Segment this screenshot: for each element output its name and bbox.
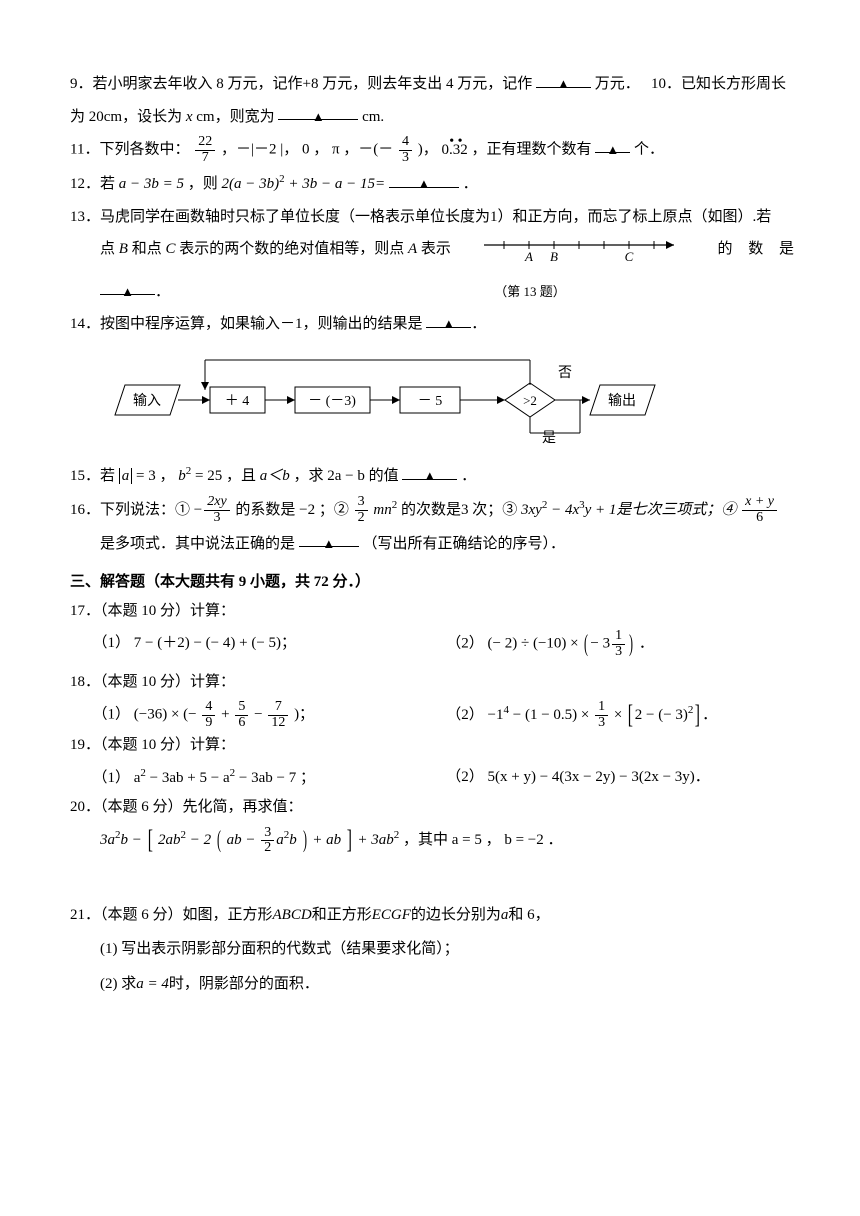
blank-16[interactable]: ▲ (299, 530, 359, 548)
svg-text:输出: 输出 (608, 393, 636, 409)
q10-e: cm，则宽为 (196, 109, 274, 125)
q12-a: 12．若 (70, 176, 115, 192)
q17-part1: （1） 7 − (＋2) − (− 4) + (− 5)； (70, 629, 446, 659)
question-12: 12．若 a − 3b = 5 ，则 2(a − 3b)2 + 3b − a −… (70, 169, 800, 199)
q11-t2: ，－|－2 |， 0 ， π ，－(－ (221, 142, 393, 158)
svg-text:－ (－3): － (－3) (308, 394, 356, 409)
svg-text:是: 是 (542, 431, 556, 445)
number-line-svg: A B C (479, 235, 689, 263)
section-3-heading: 三、解答题（本大题共有 9 小题，共 72 分．） (70, 568, 800, 597)
fig13-caption: （第 13 题） (494, 284, 566, 299)
svg-text:－ 5: － 5 (418, 394, 443, 409)
q19-parts: （1） a2 − 3ab + 5 − a2 − 3ab − 7 ； （2） 5(… (70, 763, 800, 793)
frac-22-7: 227 (195, 135, 215, 165)
q9-text-b: 万元． (595, 76, 640, 92)
q21-head: 21．（本题 6 分）如图，正方形ABCD和正方形ECGF的边长分别为a和 6， (70, 901, 800, 930)
question-13-line3: ▲． （第 13 题） (70, 278, 800, 307)
svg-text:C: C (625, 249, 634, 263)
flowchart: 输入 ＋ 4 － (－3) － 5 >2 否 是 输出 (110, 345, 800, 456)
svg-text:B: B (550, 249, 558, 263)
question-13-line2: 点 B 和点 C 表示的两个数的绝对值相等，则点 A 表示 A B C (70, 235, 800, 274)
q20-expr: 3a2b − [ 2ab2 − 2 ( ab − 32a2b ) + ab ] … (70, 825, 800, 856)
q20-head: 20．（本题 6 分）先化简，再求值： (70, 793, 800, 822)
question-16: 16．下列说法：① −2xy3 的系数是 −2 ；② 32 mn2 的次数是3 … (70, 495, 800, 526)
q12-expr: 2(a − 3b) (222, 176, 280, 192)
q21-p2: (2) 求a = 4时，阴影部分的面积． (70, 970, 800, 999)
q18-parts: （1） (−36) × (− 49 + 56 − 712 )； （2） −14 … (70, 700, 800, 731)
question-13: 13．马虎同学在画数轴时只标了单位长度（一格表示单位长度为1）和正方向，而忘了标… (70, 203, 800, 232)
question-10-cont: 为 20cm，设长为 x cm，则宽为 ▲ cm. (70, 103, 800, 132)
q19-head: 19．（本题 10 分）计算： (70, 731, 800, 760)
q10-d: 为 20cm，设长为 (70, 109, 182, 125)
blank-15[interactable]: ▲ (402, 462, 457, 480)
q18-part2: （2） −14 − (1 − 0.5) × 13 × [2 − (− 3)2]． (446, 700, 800, 731)
frac-xy-6: x + y6 (742, 495, 777, 525)
question-9-10: 9．若小明家去年收入 8 万元，记作+8 万元，则去年支出 4 万元，记作 ▲ … (70, 70, 800, 99)
q11-lead: 11．下列各数中： (70, 142, 189, 158)
q12-eq1: a − 3b = 5 (119, 176, 184, 192)
question-16-line2: 是多项式．其中说法正确的是 ▲ （写出所有正确结论的序号）． (70, 530, 800, 559)
question-14: 14．按图中程序运算，如果输入－1，则输出的结果是 ▲． (70, 310, 800, 339)
blank-14[interactable]: ▲ (426, 310, 471, 328)
q17-parts: （1） 7 − (＋2) − (− 4) + (− 5)； （2） (− 2) … (70, 629, 800, 659)
q17-part2: （2） (− 2) ÷ (−10) × (− 313) ． (446, 629, 800, 659)
q13-line1: 13．马虎同学在画数轴时只标了单位长度（一格表示单位长度为1）和正方向，而忘了标… (70, 209, 771, 225)
question-11: 11．下列各数中： 227 ，－|－2 |， 0 ， π ，－(－ 43 )， … (70, 135, 800, 165)
q11-unit: 个． (634, 142, 664, 158)
q19-part1: （1） a2 − 3ab + 5 − a2 − 3ab − 7 ； (70, 763, 446, 793)
q10-lead: 10．已知长方形周长 (651, 76, 786, 92)
blank-12[interactable]: ▲ (389, 170, 459, 188)
abs-a: a (119, 468, 133, 484)
q10-f: cm. (362, 109, 384, 125)
svg-text:A: A (524, 249, 533, 263)
q11-t3: )， (418, 142, 438, 158)
number-line-figure: A B C (479, 235, 689, 274)
frac-3-2: 32 (355, 495, 368, 525)
q14-text: 14．按图中程序运算，如果输入－1，则输出的结果是 (70, 316, 423, 332)
repeating-decimal: ••0.32 (442, 136, 468, 165)
q12-d: ． (463, 176, 478, 192)
blank-11[interactable]: ▲ (595, 136, 630, 154)
q18-head: 18．（本题 10 分）计算： (70, 668, 800, 697)
blank-9[interactable]: ▲ (536, 70, 591, 88)
q12-b: ，则 (188, 176, 218, 192)
svg-text:>2: >2 (523, 393, 537, 408)
svg-text:输入: 输入 (133, 393, 161, 409)
q9-text-a: 9．若小明家去年收入 8 万元，记作+8 万元，则去年支出 4 万元，记作 (70, 76, 532, 92)
q11-tail: ，正有理数个数有 (472, 142, 592, 158)
blank-10[interactable]: ▲ (278, 103, 358, 121)
svg-text:＋ 4: ＋ 4 (225, 394, 250, 409)
svg-text:否: 否 (558, 366, 572, 381)
q21-p1: (1) 写出表示阴影部分面积的代数式（结果要求化简）； (70, 935, 800, 964)
frac-4-3: 43 (399, 135, 412, 165)
flowchart-svg: 输入 ＋ 4 － (－3) － 5 >2 否 是 输出 (110, 345, 670, 445)
q19-part2: （2） 5(x + y) − 4(3x − 2y) − 3(2x − 3y)． (446, 763, 800, 793)
q17-head: 17．（本题 10 分）计算： (70, 597, 800, 626)
blank-13[interactable]: ▲ (100, 278, 155, 296)
question-15: 15．若 a = 3 ， b2 = 25 ，且 a＜b ，求 2a − b 的值… (70, 461, 800, 491)
frac-2xy-3: 2xy3 (204, 495, 229, 525)
q18-part1: （1） (−36) × (− 49 + 56 − 712 )； (70, 700, 446, 731)
var-x: x (186, 109, 193, 125)
q12-c: + 3b − a − 15= (285, 176, 386, 192)
